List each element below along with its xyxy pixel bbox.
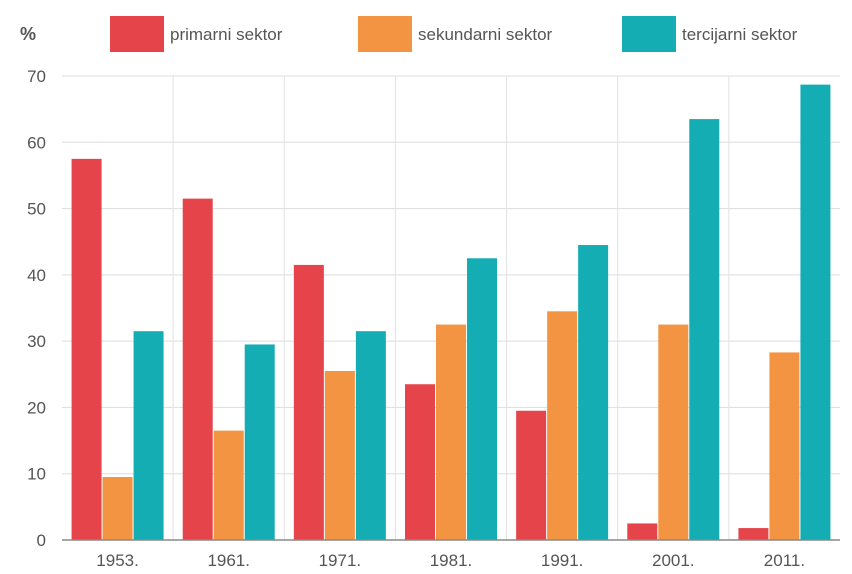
bar <box>324 370 355 540</box>
x-tick-label: 2011. <box>764 551 805 570</box>
legend: primarni sektor sekundarni sektor tercijar… <box>110 16 798 52</box>
legend-swatch <box>622 16 676 52</box>
x-tick-label: 1961. <box>207 551 250 570</box>
bar <box>689 119 720 540</box>
bar <box>293 264 324 540</box>
y-tick-label: 60 <box>27 133 46 152</box>
bar <box>578 245 609 540</box>
axes: 0 10 20 30 40 50 60 70 1953. 1961. 1971. 1981. 1991.… <box>27 67 840 570</box>
x-tick-label: 1991. <box>541 551 584 570</box>
y-tick-label: 50 <box>27 200 46 219</box>
x-tick-label: 2001. <box>652 551 695 570</box>
bar <box>738 528 769 540</box>
bar <box>182 198 213 540</box>
legend-label: sekundarni sektor <box>418 25 553 44</box>
bar <box>244 344 275 540</box>
bar <box>467 258 497 540</box>
bar <box>213 430 244 540</box>
bars <box>71 84 831 541</box>
x-tick-label: 1971. <box>319 551 362 570</box>
y-tick-label: 30 <box>27 332 46 351</box>
bar <box>800 84 831 541</box>
legend-swatch <box>110 16 164 52</box>
bar <box>436 324 466 540</box>
bar <box>405 384 435 540</box>
legend-label: tercijarni sektor <box>682 25 798 44</box>
y-tick-label: 10 <box>27 465 46 484</box>
bar <box>71 158 102 540</box>
bar <box>658 324 689 540</box>
y-tick-label: 20 <box>27 398 46 417</box>
bar <box>769 352 800 540</box>
y-tick-label: 70 <box>27 67 46 86</box>
bar <box>355 331 386 540</box>
bar <box>547 311 578 540</box>
y-tick-label: 0 <box>37 531 46 550</box>
bar <box>516 410 547 540</box>
y-tick-label: 40 <box>27 266 46 285</box>
bar <box>102 477 133 540</box>
y-unit-label: % <box>20 24 36 44</box>
bar <box>133 331 164 540</box>
x-tick-label: 1953. <box>96 551 139 570</box>
legend-label: primarni sektor <box>170 25 283 44</box>
bar <box>627 523 658 540</box>
x-tick-label: 1981. <box>430 551 473 570</box>
legend-swatch <box>358 16 412 52</box>
